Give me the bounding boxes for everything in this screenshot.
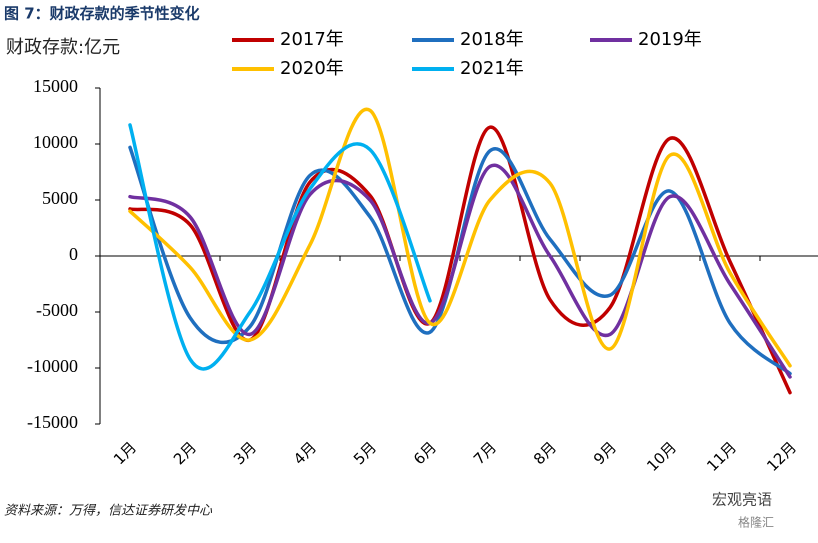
x-tick-label: 1月 [110, 438, 140, 468]
y-tick-label: 15000 [33, 76, 78, 96]
y-tick-label: 5000 [42, 188, 78, 208]
y-tick-label: -5000 [36, 300, 78, 320]
y-tick-label: 0 [69, 244, 78, 264]
x-tick-label: 10月 [643, 438, 680, 475]
x-tick-label: 4月 [290, 438, 320, 468]
x-tick-label: 12月 [763, 438, 800, 475]
x-tick-label: 8月 [530, 438, 560, 468]
x-tick-label: 7月 [470, 438, 500, 468]
x-tick-label: 5月 [350, 438, 380, 468]
legend-label: 2020年 [280, 58, 344, 79]
y-tick-label: -10000 [27, 356, 78, 376]
y-tick-label: 10000 [33, 132, 78, 152]
x-tick-label: 11月 [703, 438, 740, 475]
x-tick-label: 9月 [590, 438, 620, 468]
legend-label: 2021年 [460, 58, 524, 79]
y-tick-label: -15000 [27, 412, 78, 432]
chart-title: 图 7：财政存款的季节性变化 [4, 5, 200, 23]
x-tick-label: 6月 [410, 438, 440, 468]
series-line [128, 107, 792, 368]
y-axis-label: 财政存款:亿元 [6, 37, 120, 58]
x-tick-label: 2月 [170, 438, 200, 468]
legend-label: 2019年 [638, 29, 702, 50]
x-tick-label: 3月 [230, 438, 260, 468]
series-line [128, 123, 432, 371]
series-line [128, 163, 792, 379]
watermark: 格隆汇 [738, 515, 774, 530]
source-note: 资料来源：万得，信达证券研发中心 [4, 504, 213, 519]
legend-label: 2017年 [280, 29, 344, 50]
watermark: 宏观亮语 [712, 491, 772, 509]
legend-label: 2018年 [460, 29, 524, 50]
